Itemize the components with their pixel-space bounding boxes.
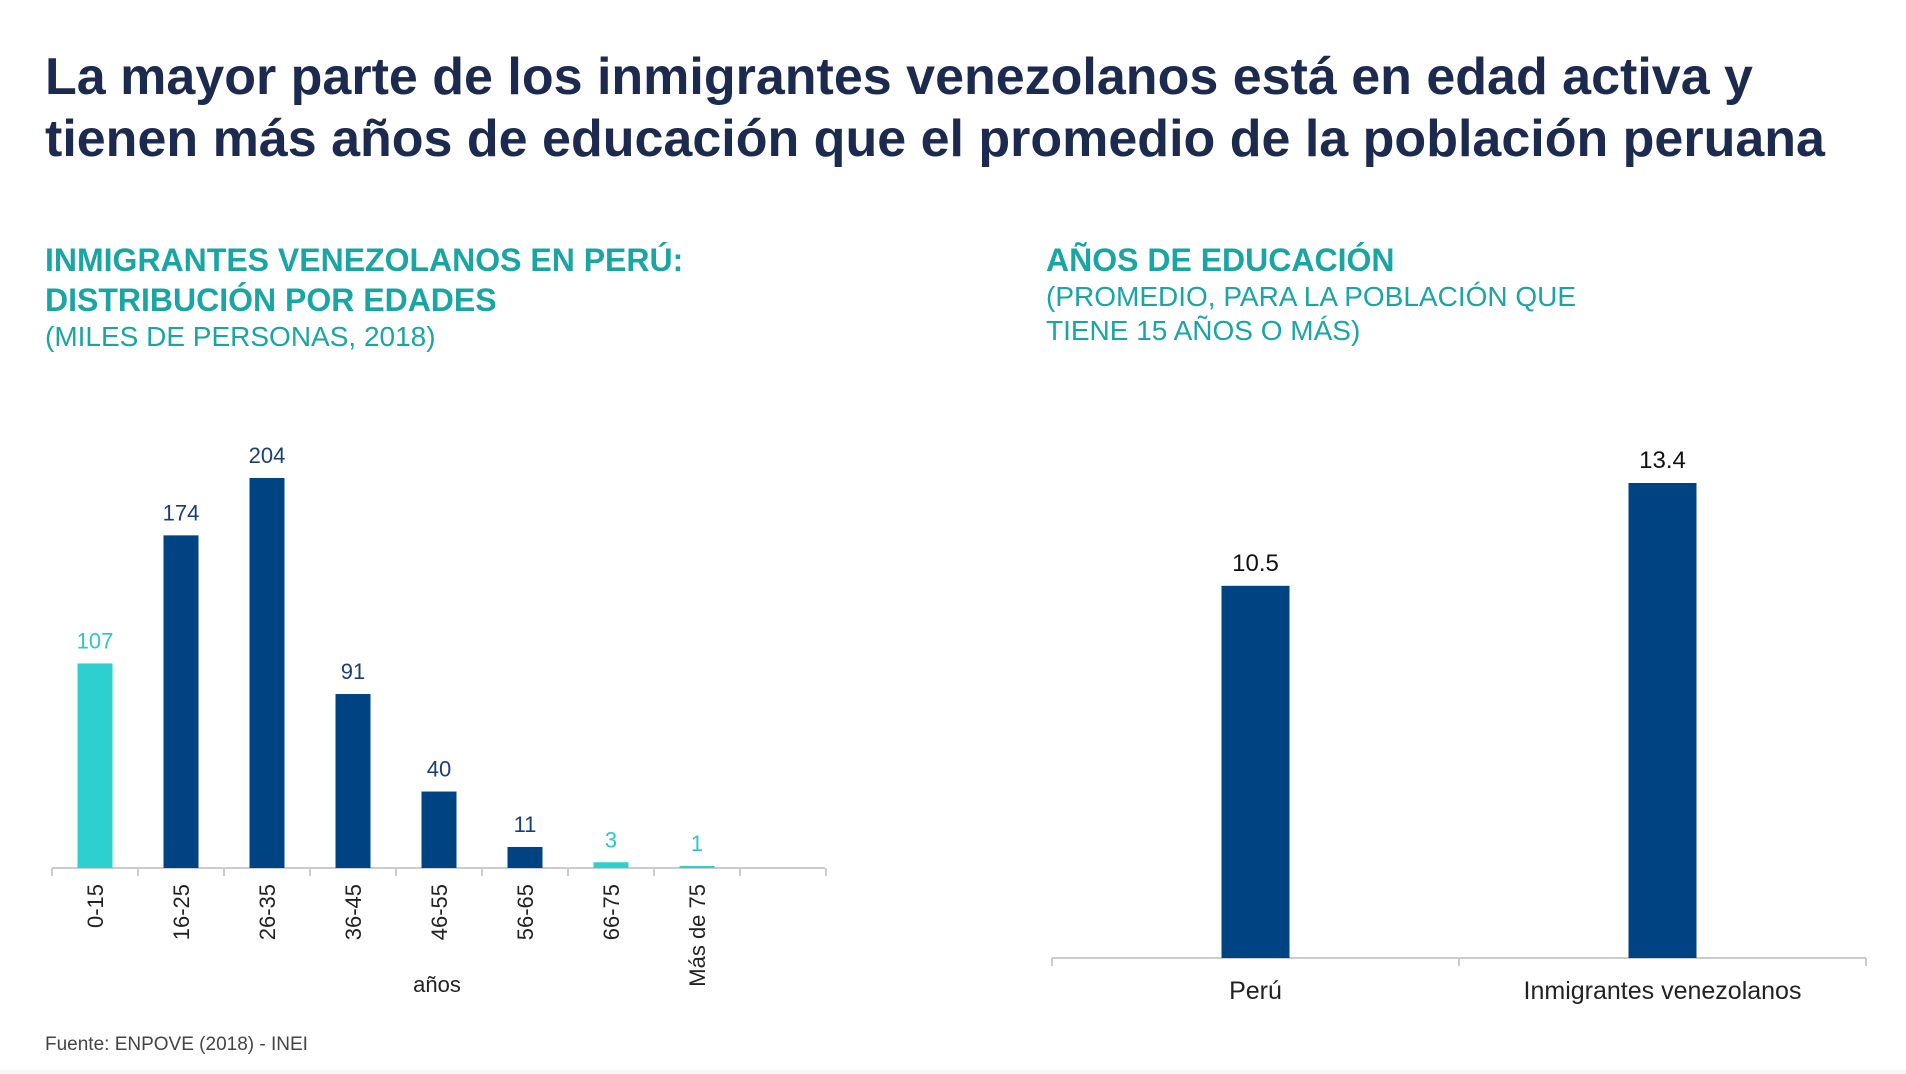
age-data-label: 3 xyxy=(605,827,617,852)
age-data-label: 40 xyxy=(427,757,451,782)
source-note: Fuente: ENPOVE (2018) - INEI xyxy=(45,1034,308,1055)
education-data-label: 10.5 xyxy=(1232,550,1279,577)
age-bar xyxy=(163,535,199,868)
age-category-label: 26-35 xyxy=(255,884,280,940)
age-category-label: 0-15 xyxy=(83,884,108,928)
education-chart-subtitle-line2: TIENE 15 AÑOS O MÁS) xyxy=(1046,315,1361,346)
education-chart-title: AÑOS DE EDUCACIÓN xyxy=(1046,242,1395,278)
age-bar xyxy=(77,663,113,868)
education-chart-subtitle-line1: (PROMEDIO, PARA LA POBLACIÓN QUE xyxy=(1046,281,1577,312)
age-data-label: 204 xyxy=(249,443,286,468)
education-data-label: 13.4 xyxy=(1639,447,1686,474)
age-bar xyxy=(249,478,285,868)
education-category-label: Perú xyxy=(1229,977,1282,1005)
page-title: La mayor parte de los inmigrantes venezo… xyxy=(45,48,1825,168)
age-data-label: 107 xyxy=(77,628,114,653)
age-bar xyxy=(679,866,715,868)
age-category-label: Más de 75 xyxy=(685,884,710,987)
age-bar xyxy=(335,694,371,868)
age-data-label: 11 xyxy=(514,812,537,837)
footer-band xyxy=(0,1070,1906,1074)
age-category-label: 46-55 xyxy=(427,884,452,940)
age-category-label: 36-45 xyxy=(341,884,366,940)
education-bar xyxy=(1221,585,1290,958)
education-bar xyxy=(1628,483,1697,958)
age-category-label: 16-25 xyxy=(169,884,194,940)
age-data-label: 91 xyxy=(341,659,365,684)
age-category-label: 56-65 xyxy=(513,884,538,940)
age-chart-subtitle: (MILES DE PERSONAS, 2018) xyxy=(45,321,436,352)
age-category-label: 66-75 xyxy=(599,884,624,940)
age-chart-title-line2: DISTRIBUCIÓN POR EDADES xyxy=(45,282,497,318)
age-chart-title-line1: INMIGRANTES VENEZOLANOS EN PERÚ: xyxy=(45,242,684,278)
age-x-axis-title: años xyxy=(413,972,461,997)
age-bar xyxy=(507,846,543,868)
age-data-label: 1 xyxy=(691,831,703,856)
education-category-label: Inmigrantes venezolanos xyxy=(1524,977,1802,1005)
age-data-label: 174 xyxy=(163,500,200,525)
age-bar xyxy=(421,791,457,868)
age-bar xyxy=(593,862,629,868)
